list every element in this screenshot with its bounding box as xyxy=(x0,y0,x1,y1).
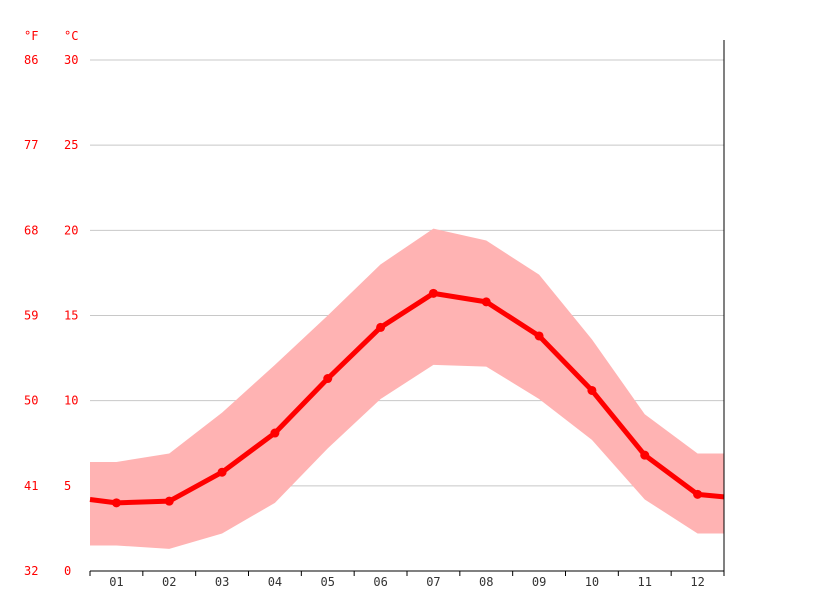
y-tick-fahrenheit: 50 xyxy=(24,394,38,408)
y-tick-celsius: 5 xyxy=(64,479,71,493)
x-tick-label: 12 xyxy=(690,575,704,589)
y-tick-fahrenheit: 41 xyxy=(24,479,38,493)
axis-labels: 0 32 5 41 10 50 15 59 20 68 25 77 30 86 01 02 03 04 05 06 07… xyxy=(24,53,705,589)
data-point xyxy=(587,385,597,395)
x-tick-label: 01 xyxy=(109,575,123,589)
data-point xyxy=(164,496,174,506)
y-tick-fahrenheit: 77 xyxy=(24,138,38,152)
y-tick-celsius: 25 xyxy=(64,138,78,152)
y-tick-fahrenheit: 68 xyxy=(24,223,38,237)
axes xyxy=(89,40,725,576)
y-tick-fahrenheit: 32 xyxy=(24,564,38,578)
x-tick-label: 09 xyxy=(532,575,546,589)
data-point xyxy=(534,331,544,341)
x-tick-label: 10 xyxy=(585,575,599,589)
average-temperature-series xyxy=(89,288,725,508)
y-tick-celsius: 15 xyxy=(64,309,78,323)
x-tick-label: 11 xyxy=(638,575,652,589)
y-tick-celsius: 10 xyxy=(64,394,78,408)
celsius-unit-label: °C xyxy=(64,29,78,43)
x-tick-label: 04 xyxy=(268,575,282,589)
data-point xyxy=(111,498,121,508)
x-tick-label: 03 xyxy=(215,575,229,589)
data-point xyxy=(376,322,386,332)
data-point xyxy=(217,467,227,477)
fahrenheit-unit-label: °F xyxy=(24,29,38,43)
y-tick-celsius: 30 xyxy=(64,53,78,67)
x-tick-label: 05 xyxy=(321,575,335,589)
y-tick-celsius: 20 xyxy=(64,223,78,237)
data-point xyxy=(428,288,438,298)
y-tick-fahrenheit: 86 xyxy=(24,53,38,67)
data-point xyxy=(693,489,703,499)
temperature-range-band xyxy=(90,228,724,549)
data-point xyxy=(640,450,650,460)
average-temperature-line xyxy=(89,290,725,506)
x-tick-label: 07 xyxy=(426,575,440,589)
y-tick-celsius: 0 xyxy=(64,564,71,578)
data-point xyxy=(270,428,280,438)
x-tick-label: 06 xyxy=(373,575,387,589)
y-tick-fahrenheit: 59 xyxy=(24,309,38,323)
temperature-band xyxy=(90,228,724,549)
data-point xyxy=(323,374,333,384)
data-point xyxy=(481,297,491,307)
x-tick-label: 08 xyxy=(479,575,493,589)
x-tick-label: 02 xyxy=(162,575,176,589)
